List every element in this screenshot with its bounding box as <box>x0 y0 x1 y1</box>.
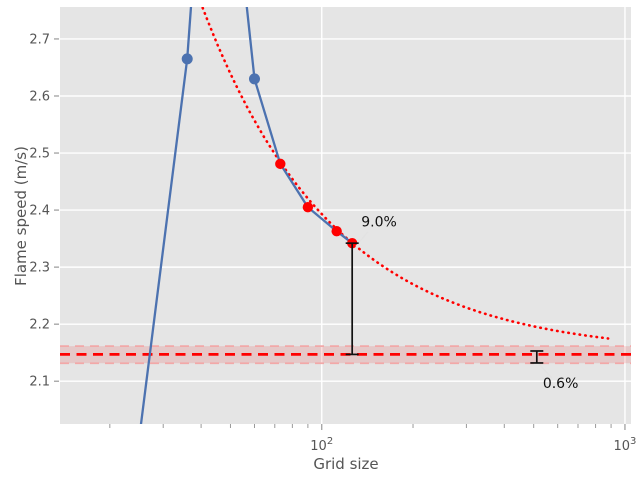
y-tick-label: 2.4 <box>29 204 50 219</box>
x-tick-label: 103 <box>613 436 636 454</box>
y-tick-label: 2.3 <box>29 261 50 276</box>
y-tick-label: 2.1 <box>29 375 50 390</box>
fine-grid-point <box>275 158 286 170</box>
x-axis-label: Grid size <box>313 455 379 473</box>
annotation-text: 9.0% <box>361 215 397 231</box>
y-axis-label: Flame speed (m/s) <box>12 146 30 286</box>
simulation-point <box>248 73 260 85</box>
y-tick-label: 2.6 <box>29 89 50 104</box>
error-bar <box>530 350 544 364</box>
annotation-arrow <box>355 231 369 248</box>
x-tick-label: 102 <box>310 436 333 454</box>
y-tick-label: 2.2 <box>29 318 50 333</box>
error-bar <box>345 242 359 356</box>
fit-curve-dotted <box>201 7 610 340</box>
simulation-line <box>139 7 353 424</box>
fine-grid-point <box>331 225 342 237</box>
annotation-text: 0.6% <box>543 376 579 392</box>
y-tick-label: 2.5 <box>29 147 50 162</box>
y-tick-label: 2.7 <box>29 32 50 47</box>
simulation-point <box>181 53 193 65</box>
fine-grid-point <box>302 202 314 213</box>
annotation-arrow <box>538 363 553 379</box>
